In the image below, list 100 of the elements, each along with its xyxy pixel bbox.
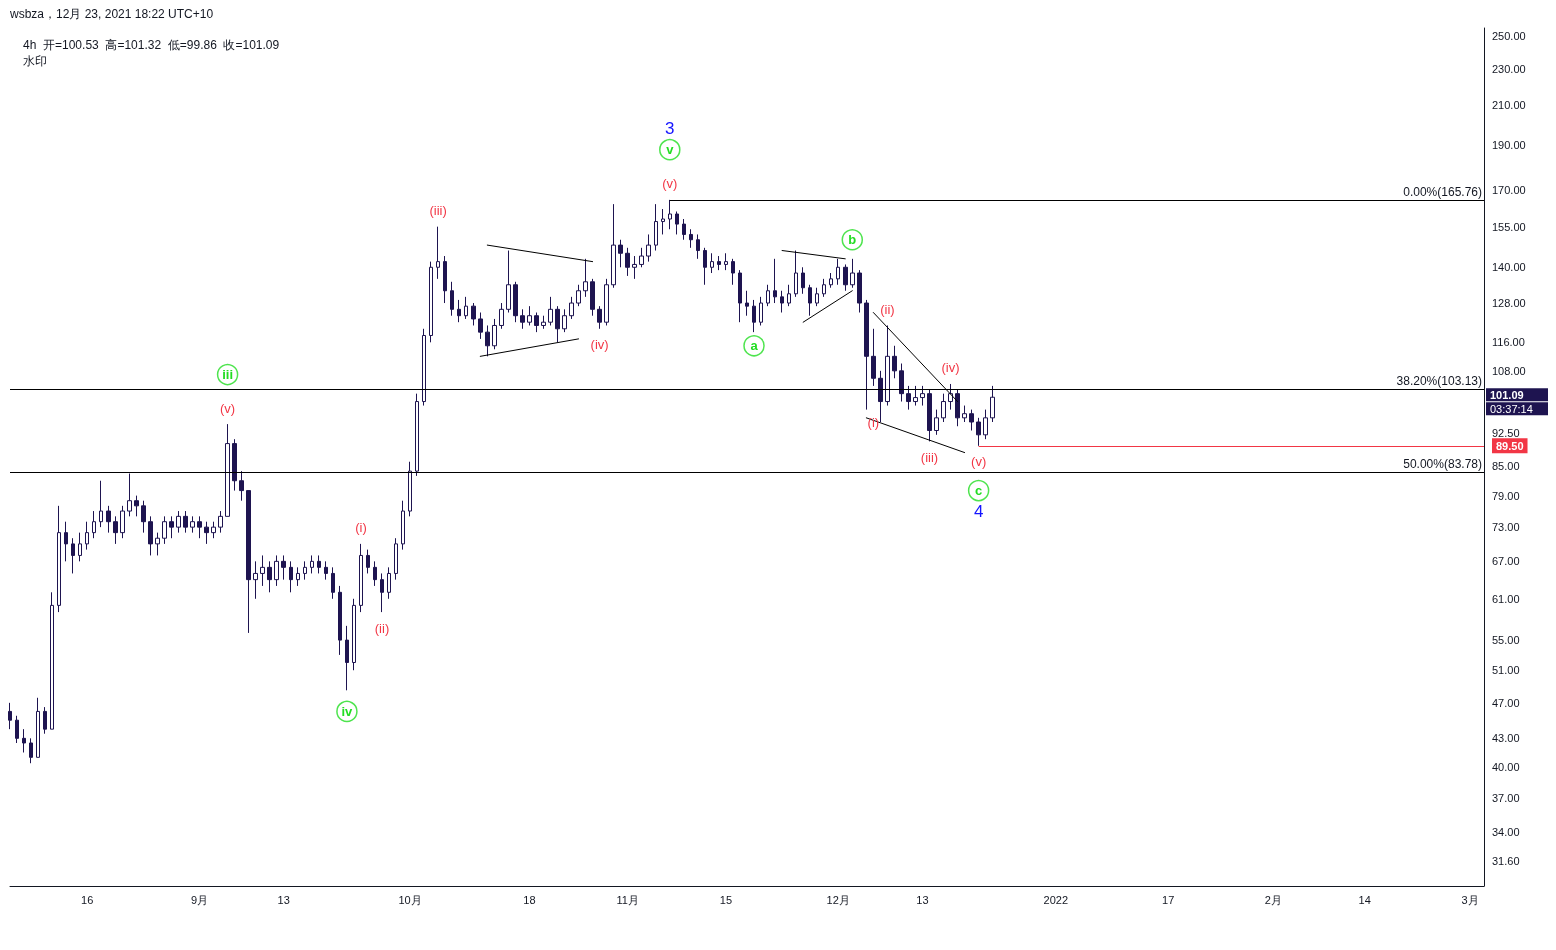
candlestick [43, 706, 47, 735]
candlestick [8, 702, 12, 730]
candlestick [169, 515, 174, 539]
x-tick-label: 13 [277, 893, 290, 906]
ref-line-label: 0.00%(165.76) [1403, 184, 1482, 199]
candlestick [99, 480, 103, 528]
candlestick [541, 315, 546, 330]
candlestick [738, 269, 742, 323]
candlestick [443, 255, 447, 304]
candlestick [134, 495, 139, 517]
candlestick [857, 269, 862, 313]
y-tick-label: 140.00 [1492, 261, 1526, 274]
annotation: c [975, 483, 983, 499]
candlestick [296, 566, 300, 587]
candlestick [632, 255, 637, 280]
y-tick-label: 210.00 [1492, 99, 1526, 112]
ref-line-label: 38.20%(103.13) [1396, 374, 1482, 389]
candlestick [513, 281, 518, 323]
candlestick [492, 318, 497, 350]
x-tick-label: 13 [916, 893, 929, 906]
candlestick [808, 284, 812, 317]
candlestick [239, 470, 244, 502]
candlestick [57, 505, 61, 613]
x-tick-label: 2月 [1264, 893, 1282, 906]
candlestick [829, 272, 833, 289]
annotation: (iv) [941, 360, 960, 376]
candlestick [436, 226, 440, 280]
candlestick [373, 560, 377, 587]
candlestick [225, 423, 230, 517]
annotation: (v) [971, 454, 987, 470]
candlestick [429, 261, 433, 343]
y-tick-label: 190.00 [1492, 139, 1526, 152]
candlestick [941, 393, 946, 423]
candlestick [892, 345, 897, 379]
candlestick [864, 299, 869, 411]
candlestick [759, 296, 763, 326]
annotation: v [666, 142, 675, 158]
candlestick [310, 554, 314, 574]
x-tick-label: 15 [719, 893, 733, 906]
candlestick [281, 554, 286, 581]
candlestick [527, 305, 532, 326]
y-tick-label: 31.60 [1492, 855, 1520, 868]
x-tick-label: 11月 [616, 893, 639, 906]
candlestick [267, 560, 272, 593]
candlestick [197, 515, 202, 539]
y-tick-label: 170.00 [1492, 183, 1526, 196]
candlestick [162, 515, 167, 545]
candlestick [408, 461, 412, 517]
candlestick [969, 409, 974, 432]
candlestick [843, 263, 848, 292]
candlestick [520, 308, 525, 330]
candlestick [499, 302, 504, 330]
candlestick [871, 328, 876, 387]
candlestick [569, 296, 574, 320]
annotation: (ii) [880, 301, 895, 317]
candlestick [990, 385, 995, 423]
candlestick [232, 438, 237, 492]
candlestick [976, 417, 981, 447]
candlestick [106, 505, 111, 534]
candlestick [190, 515, 195, 534]
candlestick [934, 409, 939, 436]
annotation: a [750, 338, 759, 354]
annotation: 4 [973, 502, 984, 522]
y-tick-label: 155.00 [1492, 220, 1526, 233]
candlestick [646, 233, 651, 263]
y-tick-label: 40.00 [1492, 761, 1520, 774]
candlestick [148, 515, 153, 556]
candlestick [422, 328, 426, 407]
candlestick [780, 290, 784, 313]
candlestick [639, 247, 644, 268]
text: 4h 开=100.53 高=101.32 低=99.86 收=101.09 [23, 38, 280, 52]
annotation: (v) [662, 176, 678, 192]
candlestick [822, 278, 826, 298]
annotation: iii [222, 367, 234, 383]
candlestick [899, 363, 904, 403]
y-tick-label: 51.00 [1492, 664, 1520, 677]
candlestick [717, 255, 721, 271]
candlestick [64, 521, 68, 562]
x-tick-label: 10月 [398, 893, 422, 906]
candlestick [850, 258, 855, 289]
candlestick [78, 532, 82, 562]
candlestick [141, 500, 146, 534]
candlestick [478, 312, 483, 340]
candlestick [331, 566, 335, 600]
y-tick-label: 61.00 [1492, 592, 1520, 605]
candlestick [464, 296, 468, 320]
candlestick [36, 697, 40, 758]
candlestick [218, 510, 223, 534]
y-tick-label: 37.00 [1492, 792, 1520, 805]
candlestick [366, 549, 370, 574]
candlestick [457, 299, 461, 323]
y-tick-label: 85.00 [1492, 460, 1520, 473]
candlestick [583, 258, 588, 298]
text: 水印 [23, 54, 47, 68]
annotation: (i) [355, 520, 367, 536]
candlestick [682, 218, 686, 241]
annotation: (ii) [374, 620, 390, 636]
candlestick [927, 389, 932, 442]
candlestick [787, 284, 791, 307]
x-tick-label: 17 [1162, 893, 1175, 906]
